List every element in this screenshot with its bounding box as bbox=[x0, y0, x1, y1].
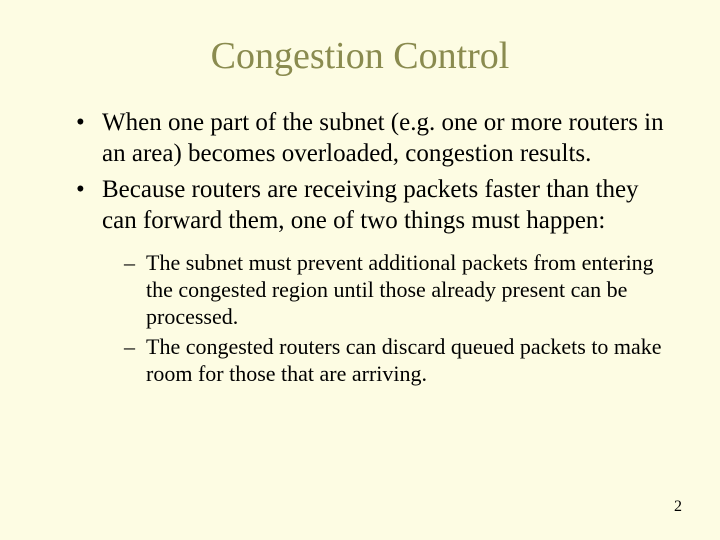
bullet-list-level2: The subnet must prevent additional packe… bbox=[102, 250, 666, 388]
bullet-text: When one part of the subnet (e.g. one or… bbox=[102, 109, 664, 167]
page-number: 2 bbox=[674, 498, 682, 516]
list-item: The congested routers can discard queued… bbox=[128, 334, 666, 388]
list-item: Because routers are receiving packets fa… bbox=[82, 175, 666, 388]
bullet-text: The subnet must prevent additional packe… bbox=[146, 250, 654, 329]
bullet-text: Because routers are receiving packets fa… bbox=[102, 176, 639, 234]
bullet-list-level1: When one part of the subnet (e.g. one or… bbox=[54, 108, 666, 388]
bullet-text: The congested routers can discard queued… bbox=[146, 334, 662, 386]
slide-title: Congestion Control bbox=[54, 34, 666, 78]
list-item: The subnet must prevent additional packe… bbox=[128, 250, 666, 330]
slide: Congestion Control When one part of the … bbox=[0, 0, 720, 540]
list-item: When one part of the subnet (e.g. one or… bbox=[82, 108, 666, 169]
